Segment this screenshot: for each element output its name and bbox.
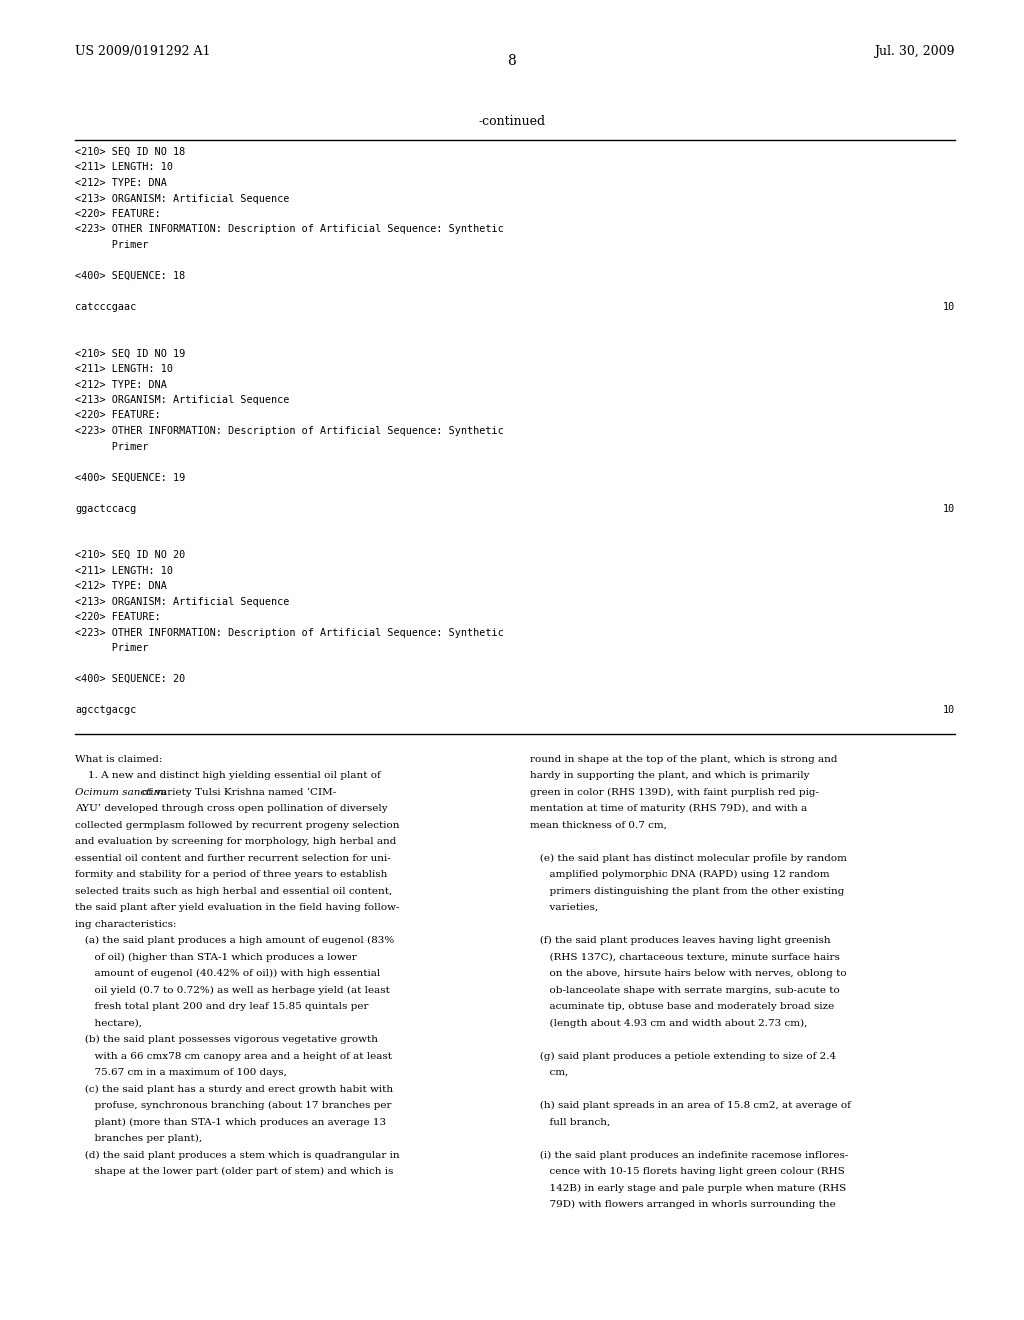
Text: profuse, synchronous branching (about 17 branches per: profuse, synchronous branching (about 17… [75,1101,391,1110]
Text: 10: 10 [943,705,955,715]
Text: <211> LENGTH: 10: <211> LENGTH: 10 [75,364,173,374]
Text: (i) the said plant produces an indefinite racemose inflores-: (i) the said plant produces an indefinit… [530,1150,848,1159]
Text: acuminate tip, obtuse base and moderately broad size: acuminate tip, obtuse base and moderatel… [530,1002,835,1011]
Text: <223> OTHER INFORMATION: Description of Artificial Sequence: Synthetic: <223> OTHER INFORMATION: Description of … [75,224,504,235]
Text: green in color (RHS 139D), with faint purplish red pig-: green in color (RHS 139D), with faint pu… [530,787,819,796]
Text: (f) the said plant produces leaves having light greenish: (f) the said plant produces leaves havin… [530,936,830,945]
Text: Primer: Primer [75,240,148,249]
Text: (d) the said plant produces a stem which is quadrangular in: (d) the said plant produces a stem which… [75,1150,399,1159]
Text: <213> ORGANISM: Artificial Sequence: <213> ORGANISM: Artificial Sequence [75,597,290,606]
Text: <400> SEQUENCE: 19: <400> SEQUENCE: 19 [75,473,185,483]
Text: <212> TYPE: DNA: <212> TYPE: DNA [75,178,167,187]
Text: ob-lanceolate shape with serrate margins, sub-acute to: ob-lanceolate shape with serrate margins… [530,986,840,994]
Text: mean thickness of 0.7 cm,: mean thickness of 0.7 cm, [530,821,667,829]
Text: ggactccacg: ggactccacg [75,503,136,513]
Text: <210> SEQ ID NO 19: <210> SEQ ID NO 19 [75,348,185,359]
Text: Ocimum sanctum: Ocimum sanctum [75,788,167,796]
Text: <210> SEQ ID NO 18: <210> SEQ ID NO 18 [75,147,185,157]
Text: fresh total plant 200 and dry leaf 15.85 quintals per: fresh total plant 200 and dry leaf 15.85… [75,1002,369,1011]
Text: Primer: Primer [75,441,148,451]
Text: Primer: Primer [75,643,148,653]
Text: varieties,: varieties, [530,903,598,912]
Text: <210> SEQ ID NO 20: <210> SEQ ID NO 20 [75,550,185,560]
Text: 142B) in early stage and pale purple when mature (RHS: 142B) in early stage and pale purple whe… [530,1183,846,1192]
Text: 1. A new and distinct high yielding essential oil plant of: 1. A new and distinct high yielding esse… [75,771,381,780]
Text: AYU’ developed through cross open pollination of diversely: AYU’ developed through cross open pollin… [75,804,388,813]
Text: formity and stability for a period of three years to establish: formity and stability for a period of th… [75,870,387,879]
Text: oil yield (0.7 to 0.72%) as well as herbage yield (at least: oil yield (0.7 to 0.72%) as well as herb… [75,985,390,994]
Text: 75.67 cm in a maximum of 100 days,: 75.67 cm in a maximum of 100 days, [75,1068,287,1077]
Text: (g) said plant produces a petiole extending to size of 2.4: (g) said plant produces a petiole extend… [530,1051,837,1060]
Text: <212> TYPE: DNA: <212> TYPE: DNA [75,380,167,389]
Text: <223> OTHER INFORMATION: Description of Artificial Sequence: Synthetic: <223> OTHER INFORMATION: Description of … [75,627,504,638]
Text: amount of eugenol (40.42% of oil)) with high essential: amount of eugenol (40.42% of oil)) with … [75,969,380,978]
Text: (e) the said plant has distinct molecular profile by random: (e) the said plant has distinct molecula… [530,853,847,862]
Text: on the above, hirsute hairs below with nerves, oblong to: on the above, hirsute hairs below with n… [530,969,847,978]
Text: 10: 10 [943,503,955,513]
Text: ing characteristics:: ing characteristics: [75,920,176,928]
Text: (b) the said plant possesses vigorous vegetative growth: (b) the said plant possesses vigorous ve… [75,1035,378,1044]
Text: agcctgacgc: agcctgacgc [75,705,136,715]
Text: of oil) (higher than STA-1 which produces a lower: of oil) (higher than STA-1 which produce… [75,952,356,961]
Text: <220> FEATURE:: <220> FEATURE: [75,209,161,219]
Text: amplified polymorphic DNA (RAPD) using 12 random: amplified polymorphic DNA (RAPD) using 1… [530,870,829,879]
Text: with a 66 cmx78 cm canopy area and a height of at least: with a 66 cmx78 cm canopy area and a hei… [75,1052,392,1060]
Text: 79D) with flowers arranged in whorls surrounding the: 79D) with flowers arranged in whorls sur… [530,1200,836,1209]
Text: branches per plant),: branches per plant), [75,1134,202,1143]
Text: (RHS 137C), chartaceous texture, minute surface hairs: (RHS 137C), chartaceous texture, minute … [530,953,840,961]
Text: <400> SEQUENCE: 20: <400> SEQUENCE: 20 [75,675,185,684]
Text: cm,: cm, [530,1068,568,1077]
Text: hardy in supporting the plant, and which is primarily: hardy in supporting the plant, and which… [530,771,810,780]
Text: of variety Tulsi Krishna named ‘CIM-: of variety Tulsi Krishna named ‘CIM- [142,787,337,796]
Text: <220> FEATURE:: <220> FEATURE: [75,411,161,421]
Text: the said plant after yield evaluation in the field having follow-: the said plant after yield evaluation in… [75,903,399,912]
Text: cence with 10-15 florets having light green colour (RHS: cence with 10-15 florets having light gr… [530,1167,845,1176]
Text: <212> TYPE: DNA: <212> TYPE: DNA [75,581,167,591]
Text: essential oil content and further recurrent selection for uni-: essential oil content and further recurr… [75,854,391,862]
Text: <211> LENGTH: 10: <211> LENGTH: 10 [75,162,173,173]
Text: round in shape at the top of the plant, which is strong and: round in shape at the top of the plant, … [530,755,838,763]
Text: <211> LENGTH: 10: <211> LENGTH: 10 [75,565,173,576]
Text: selected traits such as high herbal and essential oil content,: selected traits such as high herbal and … [75,887,392,895]
Text: -continued: -continued [478,115,546,128]
Text: Jul. 30, 2009: Jul. 30, 2009 [874,45,955,58]
Text: mentation at time of maturity (RHS 79D), and with a: mentation at time of maturity (RHS 79D),… [530,804,807,813]
Text: <400> SEQUENCE: 18: <400> SEQUENCE: 18 [75,271,185,281]
Text: <213> ORGANISM: Artificial Sequence: <213> ORGANISM: Artificial Sequence [75,194,290,203]
Text: hectare),: hectare), [75,1019,142,1027]
Text: (a) the said plant produces a high amount of eugenol (83%: (a) the said plant produces a high amoun… [75,936,394,945]
Text: primers distinguishing the plant from the other existing: primers distinguishing the plant from th… [530,887,845,895]
Text: (h) said plant spreads in an area of 15.8 cm2, at average of: (h) said plant spreads in an area of 15.… [530,1101,851,1110]
Text: US 2009/0191292 A1: US 2009/0191292 A1 [75,45,211,58]
Text: (length about 4.93 cm and width about 2.73 cm),: (length about 4.93 cm and width about 2.… [530,1018,807,1027]
Text: and evaluation by screening for morphology, high herbal and: and evaluation by screening for morpholo… [75,837,396,846]
Text: 10: 10 [943,302,955,312]
Text: <213> ORGANISM: Artificial Sequence: <213> ORGANISM: Artificial Sequence [75,395,290,405]
Text: plant) (more than STA-1 which produces an average 13: plant) (more than STA-1 which produces a… [75,1117,386,1126]
Text: 8: 8 [508,54,516,69]
Text: (c) the said plant has a sturdy and erect growth habit with: (c) the said plant has a sturdy and erec… [75,1084,393,1093]
Text: shape at the lower part (older part of stem) and which is: shape at the lower part (older part of s… [75,1167,393,1176]
Text: <220> FEATURE:: <220> FEATURE: [75,612,161,622]
Text: full branch,: full branch, [530,1118,610,1126]
Text: catcccgaac: catcccgaac [75,302,136,312]
Text: <223> OTHER INFORMATION: Description of Artificial Sequence: Synthetic: <223> OTHER INFORMATION: Description of … [75,426,504,436]
Text: What is claimed:: What is claimed: [75,755,163,763]
Text: collected germplasm followed by recurrent progeny selection: collected germplasm followed by recurren… [75,821,399,829]
